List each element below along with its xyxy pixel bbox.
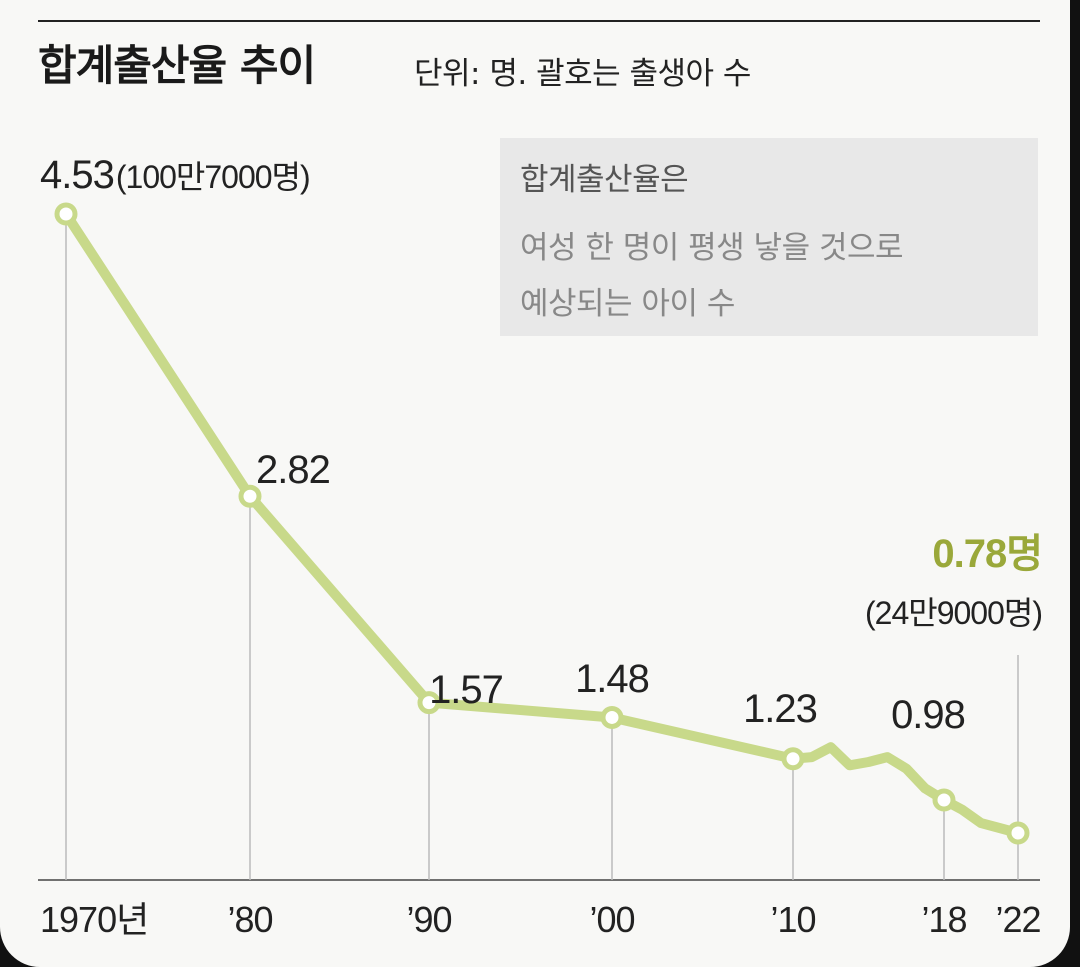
data-sublabel-2022: (24만9000명): [865, 595, 1042, 631]
chart-title: 합계출산율 추이: [38, 41, 316, 90]
data-point-1970: [54, 202, 78, 226]
x-tick-label: ’22: [995, 899, 1040, 940]
series-line: [61, 209, 1023, 838]
data-point-1980: [238, 484, 262, 508]
x-tick-label: ’80: [227, 899, 272, 940]
x-tick-label: ’10: [770, 899, 815, 940]
data-point-2010: [781, 747, 805, 771]
data-sublabel-1970: (100만7000명): [116, 159, 310, 195]
data-label-2018: 0.98: [891, 693, 965, 737]
data-label-2000: 1.48: [575, 657, 649, 701]
data-label-2022: 0.78명: [932, 532, 1042, 576]
data-point-2000: [600, 705, 624, 729]
data-point-2022: [1006, 821, 1030, 845]
note-line-3: 예상되는 아이 수: [520, 286, 735, 322]
note-line-2: 여성 한 명이 평생 낳을 것으로: [520, 230, 904, 266]
x-tick-label: 1970년: [40, 899, 148, 940]
unit-note: 단위: 명. 괄호는 출생아 수: [414, 56, 751, 92]
data-point-2018: [932, 788, 956, 812]
data-label-1980: 2.82: [256, 448, 330, 492]
data-label-1970: 4.53(100만7000명): [40, 153, 310, 197]
x-tick-label: ’00: [589, 899, 634, 940]
data-label-1990: 1.57: [429, 668, 503, 712]
note-line-1: 합계출산율은: [520, 162, 689, 198]
data-label-2010: 1.23: [743, 687, 817, 731]
definition-note-box: 합계출산율은 여성 한 명이 평생 낳을 것으로 예상되는 아이 수: [500, 138, 1038, 336]
x-tick-label: ’18: [921, 899, 966, 940]
top-rule: [38, 20, 1040, 22]
x-tick-label: ’90: [406, 899, 451, 940]
data-point-1990: [417, 691, 441, 715]
